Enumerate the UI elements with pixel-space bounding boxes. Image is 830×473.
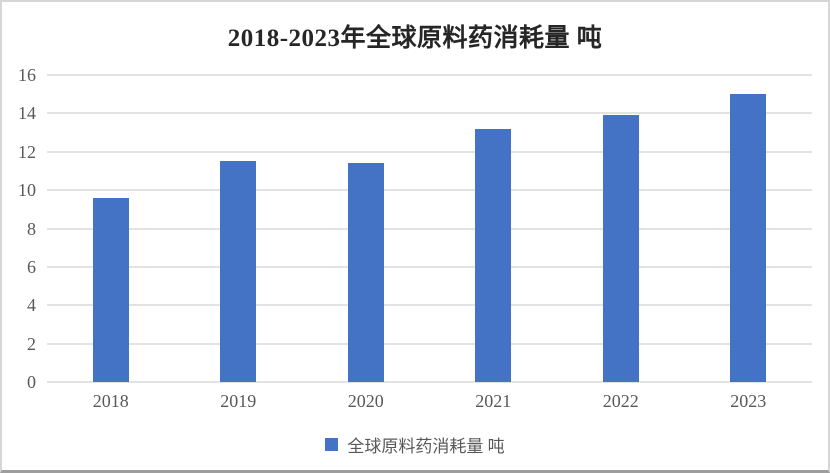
x-tick-label: 2020 xyxy=(347,391,384,411)
gridline xyxy=(47,265,812,268)
y-tick-label: 4 xyxy=(27,295,36,316)
x-tick-label: 2021 xyxy=(475,391,512,411)
y-axis: 0 2 4 6 8 10 12 14 16 xyxy=(2,66,40,391)
x-axis: 2018 2019 2020 2021 2022 2023 xyxy=(47,391,812,412)
legend-label: 全球原料药消耗量 吨 xyxy=(347,437,505,456)
gridline xyxy=(47,227,812,230)
bar-2018 xyxy=(92,197,129,382)
x-tick-label: 2019 xyxy=(220,391,257,411)
gridline xyxy=(47,112,812,115)
legend: 全球原料药消耗量 吨 xyxy=(2,432,828,457)
gridline xyxy=(47,189,812,192)
bar-2023 xyxy=(730,94,767,382)
y-tick-label: 10 xyxy=(18,180,36,201)
x-tick-label: 2023 xyxy=(730,391,767,411)
y-tick-label: 16 xyxy=(18,65,36,85)
y-tick-label: 12 xyxy=(18,141,36,162)
y-tick-label: 0 xyxy=(27,372,36,392)
gridline xyxy=(47,381,812,383)
y-tick-label: 8 xyxy=(27,218,36,239)
bar-2019 xyxy=(220,161,257,382)
bar-2020 xyxy=(347,163,384,382)
plot-area xyxy=(47,74,812,383)
gridline xyxy=(47,304,812,307)
bar-2022 xyxy=(602,115,639,382)
bar-2021 xyxy=(475,128,512,382)
gridline xyxy=(47,150,812,153)
y-tick-label: 6 xyxy=(27,256,36,277)
x-tick-label: 2018 xyxy=(92,391,129,411)
chart-title: 2018-2023年全球原料药消耗量 吨 xyxy=(227,25,603,52)
gridline xyxy=(47,342,812,345)
y-tick-label: 14 xyxy=(18,103,36,124)
gridline xyxy=(47,74,812,76)
legend-swatch xyxy=(325,438,339,451)
x-tick-label: 2022 xyxy=(602,391,639,411)
y-tick-label: 2 xyxy=(27,333,36,354)
